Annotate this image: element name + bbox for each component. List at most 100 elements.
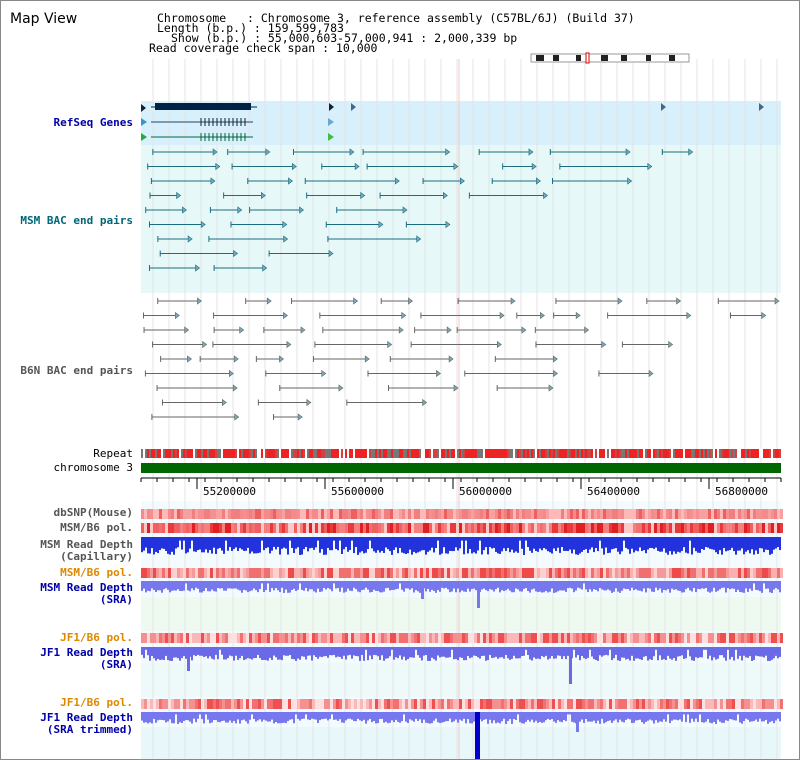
depth-bar [489,712,491,720]
depth-bar [705,537,707,548]
heat-cell [471,699,474,709]
depth-bar [697,647,699,659]
depth-bar [307,537,309,552]
heat-cell [681,568,684,578]
track-label-msm-b6-pol[interactable]: MSM/B6 pol. [60,521,133,534]
depth-bar [571,537,573,554]
repeat-block [221,449,223,458]
depth-bar [173,647,175,658]
depth-bar [181,647,183,659]
depth-bar [715,537,717,553]
repeat-block [425,449,427,458]
heat-cell [180,568,183,578]
heat-cell [600,568,603,578]
depth-bar [627,647,629,659]
depth-bar [625,581,627,590]
depth-spike [475,712,480,759]
heat-cell [678,699,681,709]
heat-cell [777,568,780,578]
heat-cell [315,509,318,519]
track-label-msm-bac[interactable]: MSM BAC end pairs [20,214,133,227]
repeat-block [511,449,513,458]
depth-bar [167,647,169,661]
track-label-msm-b6-pol-2[interactable]: MSM/B6 pol. [60,566,133,579]
depth-bar [435,537,437,548]
heat-cell [243,568,246,578]
track-label-dbsnp[interactable]: dbSNP(Mouse) [53,506,133,519]
heat-cell [411,699,414,709]
depth-bar [491,581,493,590]
depth-bar [777,712,779,719]
bac-end [445,148,451,156]
heat-cell [255,633,258,643]
depth-bar [297,537,299,548]
heat-cell [645,509,648,519]
bac-end [627,177,633,185]
heat-cell [240,523,243,533]
repeat-block [269,449,271,458]
repeat-block [705,449,707,458]
heat-cell [696,568,699,578]
depth-bar [421,712,423,724]
heat-cell [744,699,747,709]
depth-bar [293,647,295,660]
depth-bar [503,647,505,659]
depth-bar [665,537,667,553]
depth-bar [389,581,391,591]
track-label-b6n-bac[interactable]: B6N BAC end pairs [20,364,133,377]
repeat-block [767,449,769,458]
heat-cell [714,633,717,643]
depth-bar [493,581,495,592]
depth-bar [483,537,485,551]
bac-end [528,148,534,156]
depth-bar [373,647,375,655]
track-label-msm-depth-cap[interactable]: MSM Read Depth [40,538,133,551]
track-label-jf1-depth-sra[interactable]: JF1 Read Depth [40,646,133,659]
depth-bar [753,537,755,555]
heat-cell [441,633,444,643]
depth-bar [485,712,487,720]
heat-cell [153,568,156,578]
depth-bar [591,537,593,548]
track-label-jf1-b6-pol-2[interactable]: JF1/B6 pol. [60,696,133,709]
track-label-msm-depth-sra[interactable]: MSM Read Depth [40,581,133,594]
repeat-block [545,449,547,458]
heat-cell [207,523,210,533]
heat-cell [417,633,420,643]
depth-bar [641,581,643,592]
depth-bar [697,712,699,722]
heat-cell [594,633,597,643]
depth-bar [633,647,635,661]
track-label-jf1-b6-pol[interactable]: JF1/B6 pol. [60,631,133,644]
depth-bar [669,712,671,724]
heat-cell [543,509,546,519]
depth-bar [403,647,405,657]
depth-bar [551,537,553,554]
repeat-block [587,449,589,458]
depth-bar [313,647,315,656]
depth-bar [457,712,459,723]
depth-bar [731,712,733,720]
depth-bar [147,647,149,656]
repeat-block [197,449,199,458]
depth-bar [445,581,447,588]
repeat-block [469,449,471,458]
depth-bar [721,712,723,723]
heat-cell [537,699,540,709]
depth-bar [739,712,741,723]
depth-bar [371,581,373,593]
heat-cell [387,523,390,533]
depth-bar [509,537,511,553]
track-label-refseq[interactable]: RefSeq Genes [53,116,133,129]
heat-cell [264,633,267,643]
depth-bar [393,647,395,660]
depth-bar [181,712,183,724]
depth-bar [467,712,469,720]
depth-bar [247,537,249,548]
heat-cell [216,568,219,578]
depth-bar [739,647,741,656]
depth-bar [635,581,637,590]
depth-bar [381,712,383,719]
track-label-jf1-depth-trim[interactable]: JF1 Read Depth [40,711,133,724]
